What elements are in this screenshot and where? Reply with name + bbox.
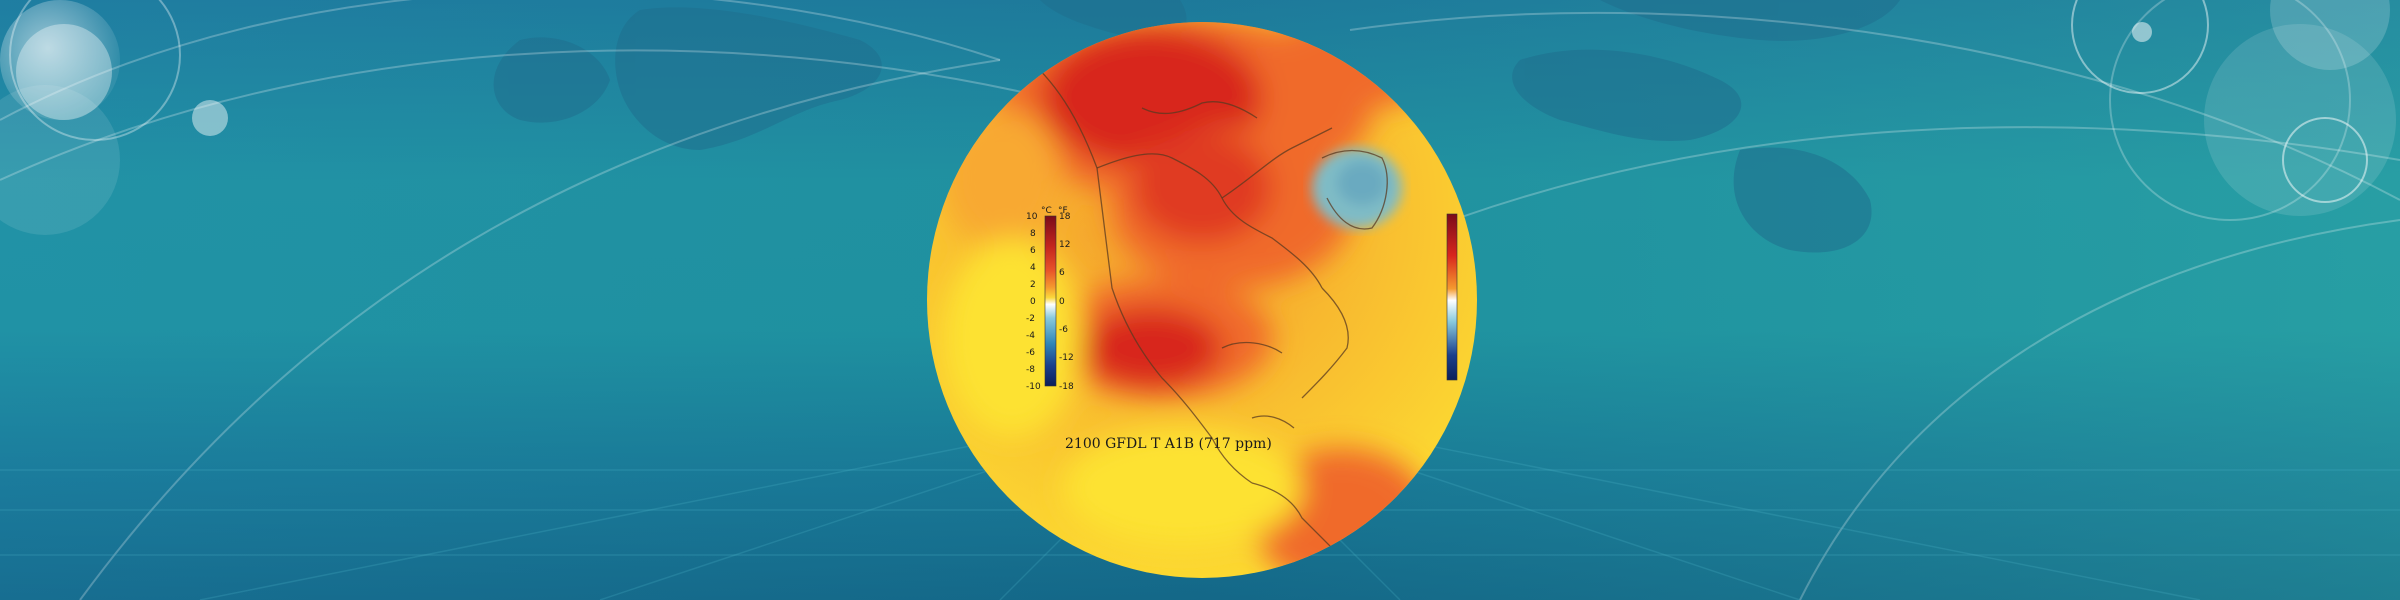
legend-colorbar [1044, 215, 1057, 387]
legend-tick-f: -6 [1059, 325, 1068, 335]
legend-tick-f: 12 [1059, 240, 1071, 250]
decorative-bubbles-left [0, 0, 228, 235]
world-map-silhouette [493, 0, 1900, 253]
legend-tick-c: -6 [1026, 348, 1035, 358]
legend-tick-c: 4 [1030, 263, 1036, 273]
legend-tick-c: 0 [1030, 297, 1036, 307]
legend-tick-c: 10 [1026, 212, 1038, 222]
globe-graphic [927, 22, 1477, 578]
legend-tick-c: 2 [1030, 280, 1036, 290]
legend-tick-c: -4 [1026, 331, 1035, 341]
legend-tick-f: -12 [1059, 353, 1074, 363]
legend-unit-celsius: °C [1041, 206, 1052, 216]
legend-tick-f: -18 [1059, 382, 1074, 392]
legend-tick-c: -10 [1026, 382, 1041, 392]
globe-caption: 2100 GFDL T A1B (717 ppm) [1065, 436, 1272, 452]
temperature-legend: °C °F 10 8 6 4 2 0 -2 -4 -6 -8 -10 18 12… [1026, 207, 1086, 392]
legend-unit-fahrenheit: °F [1058, 206, 1068, 216]
legend-tick-f: 18 [1059, 212, 1071, 222]
legend-colorbar-right [1446, 213, 1458, 381]
legend-tick-f: 0 [1059, 297, 1065, 307]
decorative-bubbles-right [2071, 0, 2396, 221]
globe-temperature-map [922, 18, 1482, 582]
legend-tick-c: 6 [1030, 246, 1036, 256]
legend-tick-c: -8 [1026, 365, 1035, 375]
legend-tick-c: 8 [1030, 229, 1036, 239]
legend-tick-f: 6 [1059, 268, 1065, 278]
legend-tick-c: -2 [1026, 314, 1035, 324]
